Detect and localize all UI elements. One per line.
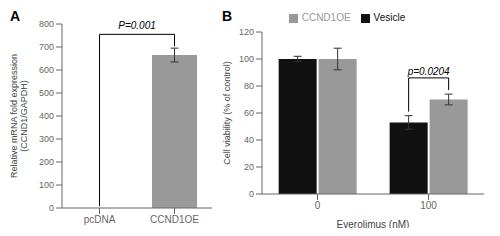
svg-text:P=0.001: P=0.001 — [118, 20, 156, 31]
svg-text:600: 600 — [39, 65, 54, 75]
svg-text:0: 0 — [49, 203, 54, 213]
svg-text:40: 40 — [244, 135, 254, 145]
svg-text:pcDNA: pcDNA — [84, 214, 116, 225]
html-text:B: B — [222, 8, 233, 24]
svg-text:700: 700 — [39, 42, 54, 52]
svg-text:CCND1OE: CCND1OE — [150, 214, 199, 225]
html-text:CCND1OE: CCND1OE — [301, 12, 351, 23]
svg-text:80: 80 — [244, 81, 254, 91]
svg-text:800: 800 — [39, 19, 54, 29]
svg-text:300: 300 — [39, 134, 54, 144]
svg-text:0: 0 — [249, 189, 254, 199]
svg-text:200: 200 — [39, 157, 54, 167]
svg-text:100: 100 — [239, 54, 254, 64]
svg-text:Cell viability (% of control): Cell viability (% of control) — [222, 61, 232, 165]
svg-text:20: 20 — [244, 162, 254, 172]
svg-text:Relative mRNA fold expression(: Relative mRNA fold expression(CCND1/GAPD… — [9, 54, 29, 178]
svg-text:100: 100 — [420, 200, 437, 211]
svg-text:120: 120 — [239, 27, 254, 37]
html-text:Vesicle: Vesicle — [373, 12, 406, 23]
svg-text:0: 0 — [315, 200, 321, 211]
svg-text:100: 100 — [39, 180, 54, 190]
svg-text:p=0.0204: p=0.0204 — [407, 66, 450, 77]
svg-text:500: 500 — [39, 88, 54, 98]
html-text:A: A — [10, 8, 21, 24]
svg-text:Everolimus (nM): Everolimus (nM) — [337, 219, 410, 228]
svg-text:400: 400 — [39, 111, 54, 121]
svg-text:60: 60 — [244, 108, 254, 118]
